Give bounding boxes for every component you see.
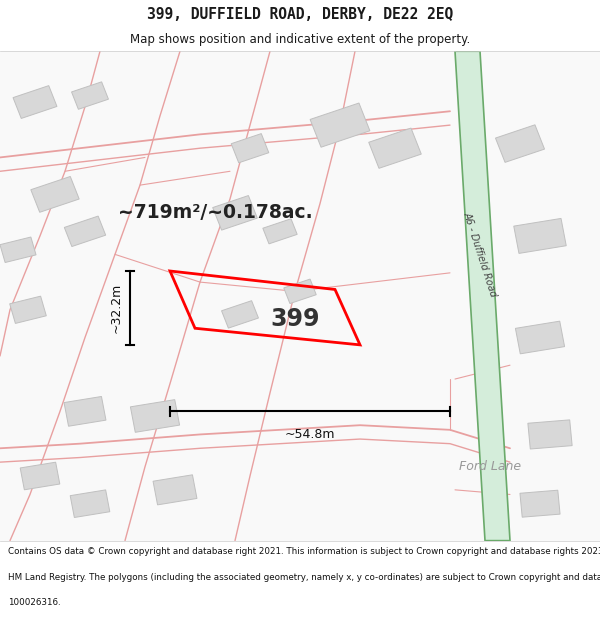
Polygon shape — [515, 321, 565, 354]
Polygon shape — [71, 82, 109, 109]
Polygon shape — [231, 134, 269, 162]
Polygon shape — [284, 279, 316, 304]
Polygon shape — [496, 125, 545, 162]
Polygon shape — [520, 490, 560, 517]
Polygon shape — [310, 103, 370, 148]
Text: ~719m²/~0.178ac.: ~719m²/~0.178ac. — [118, 203, 313, 222]
Text: A6 - Duffield Road: A6 - Duffield Road — [461, 211, 499, 298]
Text: 100026316.: 100026316. — [8, 598, 61, 607]
Polygon shape — [70, 490, 110, 518]
Polygon shape — [263, 219, 297, 244]
Polygon shape — [528, 420, 572, 449]
Polygon shape — [13, 86, 57, 119]
Polygon shape — [212, 196, 257, 230]
Polygon shape — [455, 51, 510, 541]
Polygon shape — [20, 462, 60, 490]
Polygon shape — [221, 301, 259, 328]
Polygon shape — [0, 237, 36, 262]
Text: HM Land Registry. The polygons (including the associated geometry, namely x, y c: HM Land Registry. The polygons (includin… — [8, 572, 600, 582]
Text: Map shows position and indicative extent of the property.: Map shows position and indicative extent… — [130, 34, 470, 46]
Polygon shape — [64, 396, 106, 426]
Text: ~54.8m: ~54.8m — [285, 428, 335, 441]
Polygon shape — [130, 399, 179, 432]
Text: 399: 399 — [270, 307, 320, 331]
Polygon shape — [514, 218, 566, 253]
Text: 399, DUFFIELD ROAD, DERBY, DE22 2EQ: 399, DUFFIELD ROAD, DERBY, DE22 2EQ — [147, 7, 453, 22]
Text: ~32.2m: ~32.2m — [110, 283, 122, 333]
Polygon shape — [31, 176, 79, 212]
Text: Ford Lane: Ford Lane — [459, 460, 521, 473]
Polygon shape — [369, 128, 421, 168]
Text: Contains OS data © Crown copyright and database right 2021. This information is : Contains OS data © Crown copyright and d… — [8, 548, 600, 556]
Polygon shape — [153, 475, 197, 505]
Polygon shape — [64, 216, 106, 246]
Polygon shape — [10, 296, 46, 323]
